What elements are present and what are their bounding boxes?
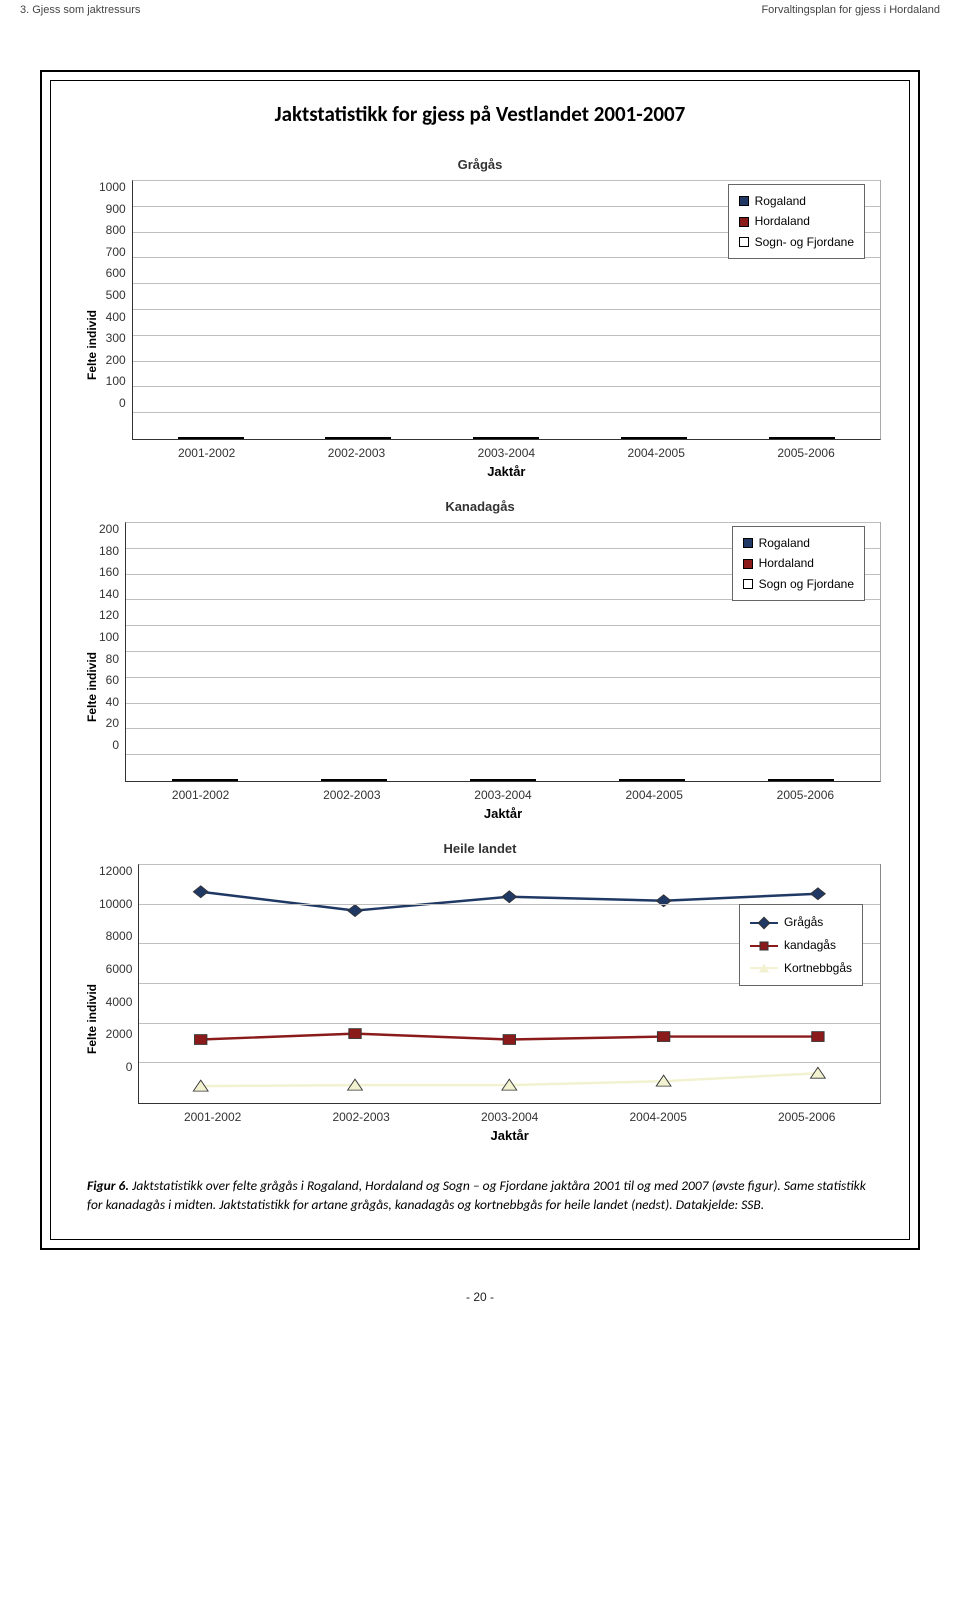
- chart3-xticks: 2001-20022002-20032003-20042004-20052005…: [138, 1104, 881, 1124]
- chart3-legend: GrågåskandagåsKortnebbgås: [739, 904, 863, 986]
- chart1-ylabel: Felte individ: [79, 180, 99, 479]
- chart1-xlabel: Jaktår: [132, 464, 881, 479]
- chart2-subtitle: Kanadagås: [79, 499, 881, 514]
- chart-kanadagas: Kanadagås Felte individ 2001801601401201…: [79, 499, 881, 821]
- caption-figref: Figur 6.: [87, 1177, 129, 1194]
- chart2-xlabel: Jaktår: [125, 806, 881, 821]
- page-number: - 20 -: [0, 1270, 960, 1324]
- chart3-subtitle: Heile landet: [79, 841, 881, 856]
- chart2-legend: RogalandHordalandSogn og Fjordane: [732, 526, 865, 601]
- chart2-yticks: 200180160140120100806040200: [99, 522, 125, 782]
- chart3-xlabel: Jaktår: [138, 1128, 881, 1143]
- chart1-legend: RogalandHordalandSogn- og Fjordane: [728, 184, 865, 259]
- chart-gragas: Grågås Felte individ 1000900800700600500…: [79, 157, 881, 479]
- header-left: 3. Gjess som jaktressurs: [20, 4, 140, 16]
- caption-text: Jaktstatistikk over felte grågås i Rogal…: [87, 1177, 866, 1213]
- figure-inner-frame: Jaktstatistikk for gjess på Vestlandet 2…: [50, 80, 910, 1240]
- chart2-xticks: 2001-20022002-20032003-20042004-20052005…: [125, 782, 881, 802]
- chart1-xticks: 2001-20022002-20032003-20042004-20052005…: [132, 440, 881, 460]
- chart-heile-landet: Heile landet Felte individ 1200010000800…: [79, 841, 881, 1143]
- chart3-yticks: 120001000080006000400020000: [99, 864, 138, 1104]
- main-title: Jaktstatistikk for gjess på Vestlandet 2…: [79, 101, 881, 127]
- figure-caption: Figur 6. Jaktstatistikk over felte grågå…: [79, 1163, 881, 1223]
- figure-outer-frame: Jaktstatistikk for gjess på Vestlandet 2…: [40, 70, 920, 1250]
- chart3-ylabel: Felte individ: [79, 864, 99, 1143]
- chart2-ylabel: Felte individ: [79, 522, 99, 821]
- header-right: Forvaltingsplan for gjess i Hordaland: [761, 4, 940, 16]
- chart1-yticks: 10009008007006005004003002001000: [99, 180, 132, 440]
- chart1-subtitle: Grågås: [79, 157, 881, 172]
